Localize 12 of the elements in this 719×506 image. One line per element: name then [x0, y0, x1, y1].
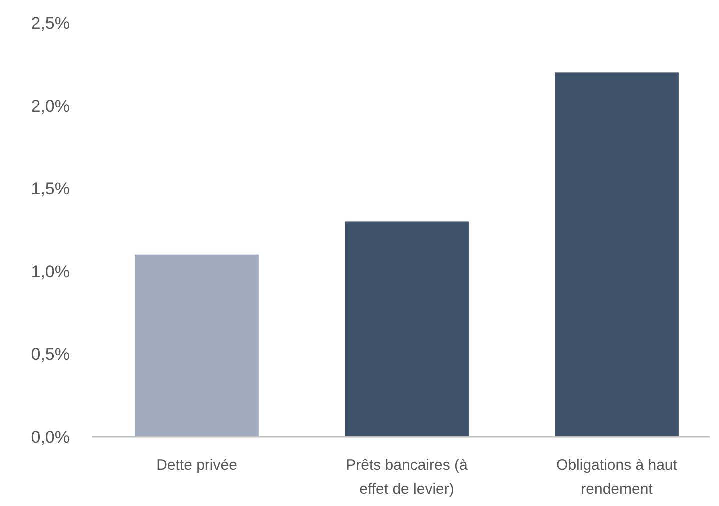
y-tick-label: 1,0%	[31, 262, 70, 282]
bar	[345, 222, 469, 437]
y-tick-label: 0,5%	[31, 345, 70, 364]
y-tick-label: 0,0%	[31, 428, 70, 447]
y-tick-label: 2,0%	[31, 96, 70, 116]
bar	[135, 254, 259, 437]
x-tick-label: Prêts bancaires (à effet de levier)	[346, 457, 469, 498]
x-tick-label: Dette privée	[156, 457, 238, 474]
x-tick-label: Obligations à haut rendement	[556, 457, 678, 498]
y-tick-label: 2,5%	[31, 14, 70, 33]
y-tick-label: 1,5%	[31, 180, 70, 199]
bar	[555, 72, 679, 437]
